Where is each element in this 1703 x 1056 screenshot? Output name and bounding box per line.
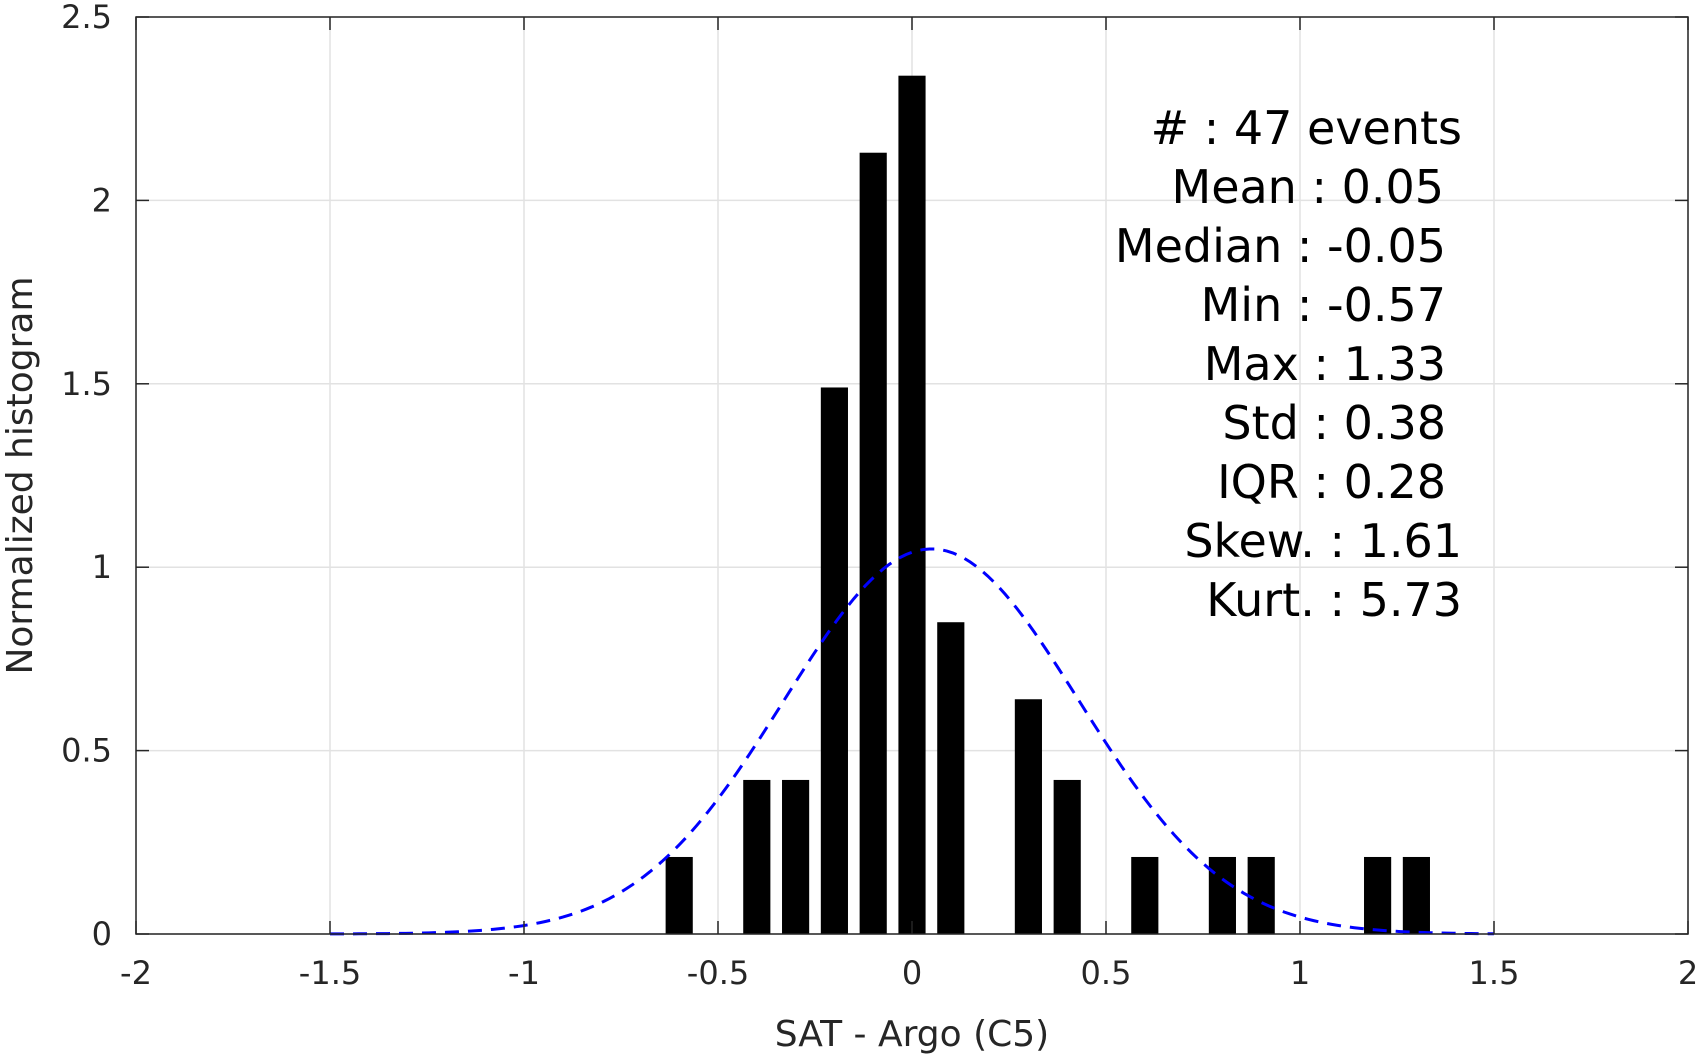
histogram-bar (1402, 856, 1430, 934)
x-tick-label: -0.5 (687, 954, 749, 992)
x-tick-label: -2 (120, 954, 152, 992)
x-tick-label: 0 (902, 954, 922, 992)
x-tick-labels: -2 -1.5 -1 -0.5 0 0.5 1 1.5 2 (120, 954, 1698, 992)
histogram-bar (782, 779, 810, 934)
histogram-bar (743, 779, 771, 934)
x-tick-label: 0.5 (1081, 954, 1132, 992)
histogram-bar (1053, 779, 1081, 934)
stat-min: Min : -0.57 (1201, 278, 1446, 332)
histogram-bar (937, 622, 965, 934)
x-tick-label: 2 (1678, 954, 1698, 992)
histogram-bar (1247, 856, 1275, 934)
histogram-bar (1131, 856, 1159, 934)
stat-median: Median : -0.05 (1115, 219, 1446, 273)
x-tick-label: 1.5 (1469, 954, 1520, 992)
histogram-bar (898, 75, 926, 935)
x-tick-label: -1 (508, 954, 540, 992)
x-tick-label: 1 (1290, 954, 1310, 992)
histogram-bar (859, 152, 887, 934)
histogram-bar (665, 856, 693, 934)
y-tick-labels: 0 0.5 1 1.5 2 2.5 (61, 0, 112, 953)
bars (665, 75, 1430, 935)
histogram-bar (1364, 856, 1392, 934)
stat-skew: Skew. : 1.61 (1184, 514, 1462, 568)
stat-count: # : 47 events (1151, 101, 1462, 155)
stat-iqr: IQR : 0.28 (1217, 455, 1446, 509)
axis-ticks (135, 16, 1689, 935)
y-tick-label: 2 (92, 181, 112, 219)
y-tick-label: 0.5 (61, 732, 112, 770)
stat-kurt: Kurt. : 5.73 (1206, 573, 1462, 627)
histogram-bar (820, 387, 848, 934)
y-tick-label: 1.5 (61, 365, 112, 403)
stat-std: Std : 0.38 (1222, 396, 1446, 450)
stat-max: Max : 1.33 (1204, 337, 1446, 391)
stat-mean: Mean : 0.05 (1172, 160, 1445, 214)
y-tick-label: 2.5 (61, 0, 112, 36)
histogram-bar (1208, 856, 1236, 934)
x-tick-label: -1.5 (299, 954, 361, 992)
histogram-bar (1014, 699, 1042, 934)
x-axis-label: SAT - Argo (C5) (775, 1014, 1049, 1055)
y-axis-label: Normalized histogram (0, 276, 41, 674)
y-tick-label: 0 (92, 915, 112, 953)
y-tick-label: 1 (92, 548, 112, 586)
